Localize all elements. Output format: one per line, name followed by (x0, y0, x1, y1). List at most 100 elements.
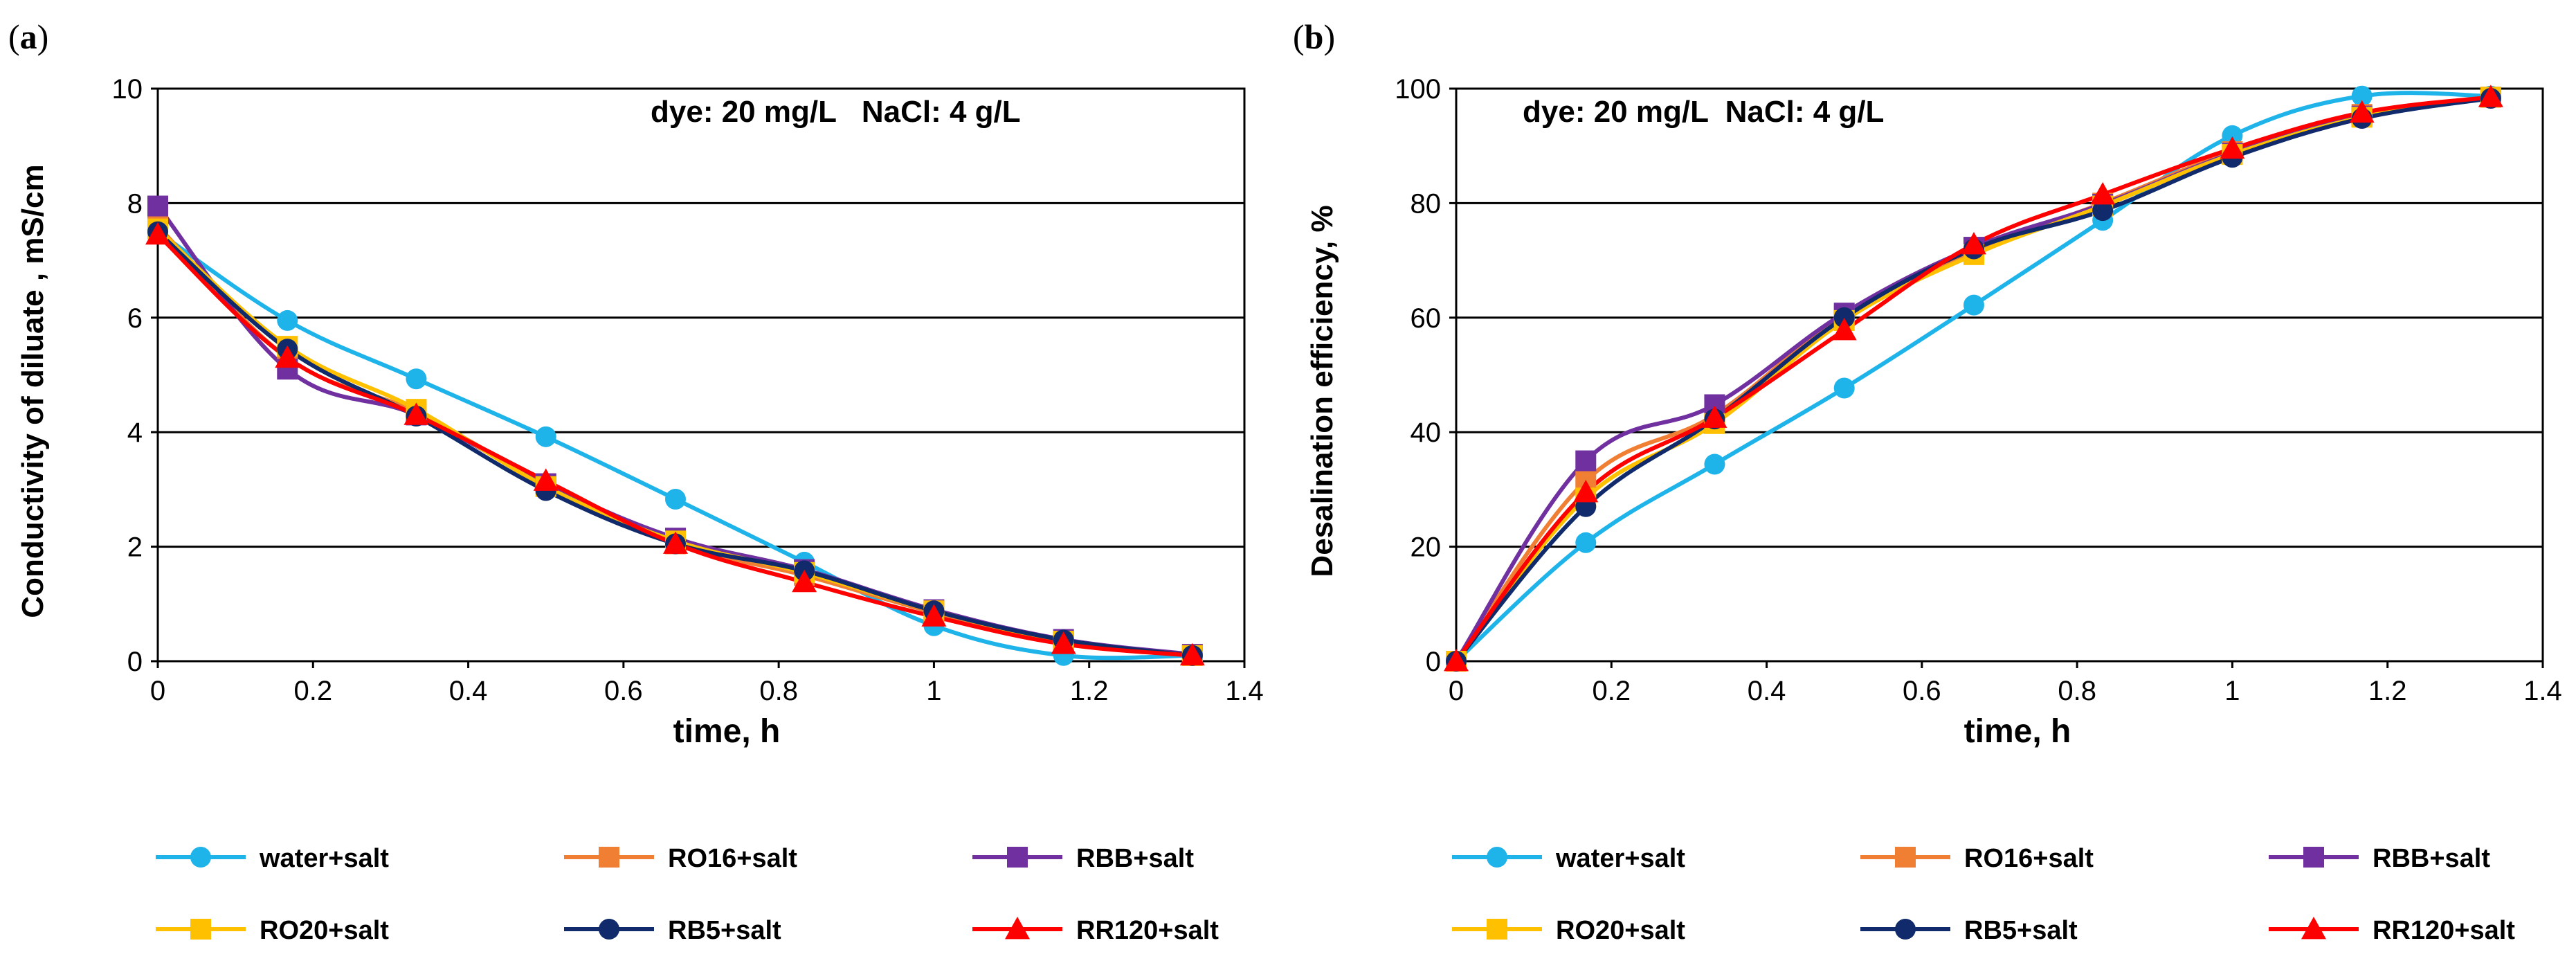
panel-a-legend-marker-rr120-salt (1005, 917, 1030, 940)
panel-b-y-tick-label: 0 (1426, 647, 1441, 677)
panel-b-point-rbb-salt (1575, 450, 1597, 471)
panel-a-legend-label-water-salt: water+salt (259, 844, 389, 873)
panel-a-legend-label-ro16-salt: RO16+salt (668, 844, 797, 873)
panel-b-y-tick-label: 80 (1411, 188, 1442, 219)
panel-a-x-tick-label: 1 (926, 676, 941, 706)
panel-b-y-tick-label: 20 (1411, 532, 1442, 563)
panel-b-legend-marker-rbb-salt (2303, 847, 2324, 868)
panel-b-series-line-rr120-salt (1454, 95, 2493, 663)
panel-a-point-rr120-salt (275, 345, 300, 368)
panel-a-legend-marker-rbb-salt (1007, 847, 1028, 868)
panel-b-point-rb5-salt (1833, 307, 1855, 328)
panel-b-legend-marker-ro16-salt (1895, 847, 1916, 868)
panel-b-point-rr120-salt (2220, 136, 2245, 159)
panel-a-legend-marker-water-salt (190, 847, 211, 868)
panel-a-point-water-salt (277, 309, 298, 331)
panel-a-x-tick-label: 0.2 (293, 676, 332, 706)
panel-b-point-water-salt (2222, 125, 2243, 146)
panel-b-legend-label-rbb-salt: RBB+salt (2373, 844, 2490, 873)
panel-b-point-rb5-salt (2092, 200, 2114, 222)
panel-a-legend-label-rbb-salt: RBB+salt (1076, 844, 1194, 873)
panel-b-point-rr120-salt (1831, 317, 1857, 341)
panel-a-y-tick-label: 6 (127, 303, 143, 334)
panel-a-point-rr120-salt (1179, 643, 1205, 666)
panel-a-x-tick-label: 1.4 (1225, 676, 1264, 706)
panel-b-legend-label-rr120-salt: RR120+salt (2373, 916, 2515, 945)
panel-a-y-tick-label: 4 (127, 417, 143, 448)
panel-b-x-tick-label: 0.6 (1903, 676, 1941, 706)
panel-a-point-water-salt (406, 368, 427, 390)
panel-b-legend-label-water-salt: water+salt (1555, 844, 1685, 873)
panel-b-x-axis-title: time, h (1964, 713, 2071, 750)
panel-b-x-tick-label: 0.2 (1592, 676, 1631, 706)
panel-a-legend-label-rr120-salt: RR120+salt (1076, 916, 1219, 945)
panel-a-point-rr120-salt (921, 604, 947, 627)
panel-a-plot-area (156, 87, 1246, 663)
panel-a-point-rr120-salt (403, 402, 429, 425)
panel-a-annotation: dye: 20 mg/L NaCl: 4 g/L (651, 95, 1021, 129)
panel-a: (a) dye: 20 mg/L NaCl: 4 g/L time, h Con… (8, 17, 1264, 945)
panel-b-legend-label-ro16-salt: RO16+salt (1964, 844, 2094, 873)
panel-b-point-rr120-salt (1702, 405, 1727, 428)
panel-a-y-tick-label: 10 (112, 74, 143, 105)
panel-b-x-tick-label: 1.4 (2523, 676, 2562, 706)
panel-a-point-rr120-salt (145, 222, 170, 245)
panel-b-legend-label-ro20-salt: RO20+salt (1556, 916, 1685, 945)
panel-a-legend-marker-rb5-salt (599, 919, 619, 940)
panel-b-point-water-salt (1704, 453, 1725, 475)
panel-b-point-rr120-salt (2478, 84, 2503, 107)
panel-a-legend-marker-ro20-salt (190, 919, 211, 940)
panel-b-point-water-salt (1575, 532, 1597, 553)
panel-b-point-rr120-salt (1961, 231, 1986, 255)
panel-b-point-rr120-salt (1573, 480, 1599, 503)
panel-a-y-tick-label: 8 (127, 188, 143, 219)
panel-b-legend-label-rb5-salt: RB5+salt (1964, 916, 2078, 945)
panel-a-legend: water+salt RO16+salt RBB+salt RO20+salt RB5+… (156, 844, 1219, 945)
panel-b-x-tick-label: 1.2 (2368, 676, 2407, 706)
panel-b-point-rr120-salt (1444, 649, 1469, 672)
panel-a-y-tick-label: 0 (127, 647, 143, 677)
panel-a-point-rbb-salt (147, 195, 168, 217)
panel-b-y-tick-label: 100 (1395, 74, 1441, 105)
panel-b-point-water-salt (1833, 377, 1855, 399)
panel-a-label: (a) (8, 17, 48, 56)
panel-a-x-tick-label: 0.4 (449, 676, 488, 706)
panel-b-point-water-salt (1963, 294, 1984, 316)
panel-b-plot-area (1455, 87, 2544, 663)
panel-b-legend-marker-rb5-salt (1895, 919, 1916, 940)
panel-b-x-tick-label: 1 (2224, 676, 2240, 706)
panel-b-y-tick-label: 40 (1411, 417, 1442, 448)
panel-b-legend-marker-water-salt (1487, 847, 1507, 868)
panel-b-label: (b) (1293, 17, 1335, 56)
panel-a-legend-label-ro20-salt: RO20+salt (260, 916, 389, 945)
panel-a-x-tick-label: 1.2 (1070, 676, 1109, 706)
panel-a-point-rr120-salt (792, 569, 817, 593)
panel-a-series-line-rr120-salt (156, 232, 1195, 658)
panel-a-point-water-salt (535, 426, 556, 447)
panel-b-y-axis-title: Desalination efficiency, % (1305, 205, 1339, 577)
panel-b-x-tick-label: 0 (1449, 676, 1464, 706)
panel-b: (b) dye: 20 mg/L NaCl: 4 g/L time, h Des… (1293, 17, 2562, 945)
panel-b-legend-marker-rr120-salt (2301, 917, 2326, 940)
panel-b-annotation: dye: 20 mg/L NaCl: 4 g/L (1523, 95, 1884, 129)
panel-b-legend-marker-ro20-salt (1487, 919, 1507, 940)
panel-b-y-tick-label: 60 (1411, 303, 1442, 334)
panel-a-x-tick-label: 0 (150, 676, 165, 706)
panel-a-x-tick-label: 0.8 (759, 676, 798, 706)
panel-b-x-tick-label: 0.4 (1748, 676, 1786, 706)
panel-a-point-water-salt (664, 488, 686, 510)
panel-b-x-tick-label: 0.8 (2058, 676, 2096, 706)
panel-a-point-rr120-salt (662, 531, 688, 554)
panel-a-legend-marker-ro16-salt (599, 847, 619, 868)
panel-a-x-axis-title: time, h (673, 713, 781, 750)
panel-a-legend-label-rb5-salt: RB5+salt (668, 916, 781, 945)
panel-a-point-rr120-salt (1051, 631, 1076, 654)
panel-a-point-rr120-salt (533, 468, 559, 491)
panel-b-point-rr120-salt (2349, 100, 2375, 123)
panel-a-x-tick-label: 0.6 (604, 676, 643, 706)
panel-b-legend: water+salt RO16+salt RBB+salt RO20+salt RB5+… (1452, 844, 2515, 945)
panel-b-point-water-salt (2351, 85, 2373, 107)
panel-a-y-tick-label: 2 (127, 532, 143, 563)
